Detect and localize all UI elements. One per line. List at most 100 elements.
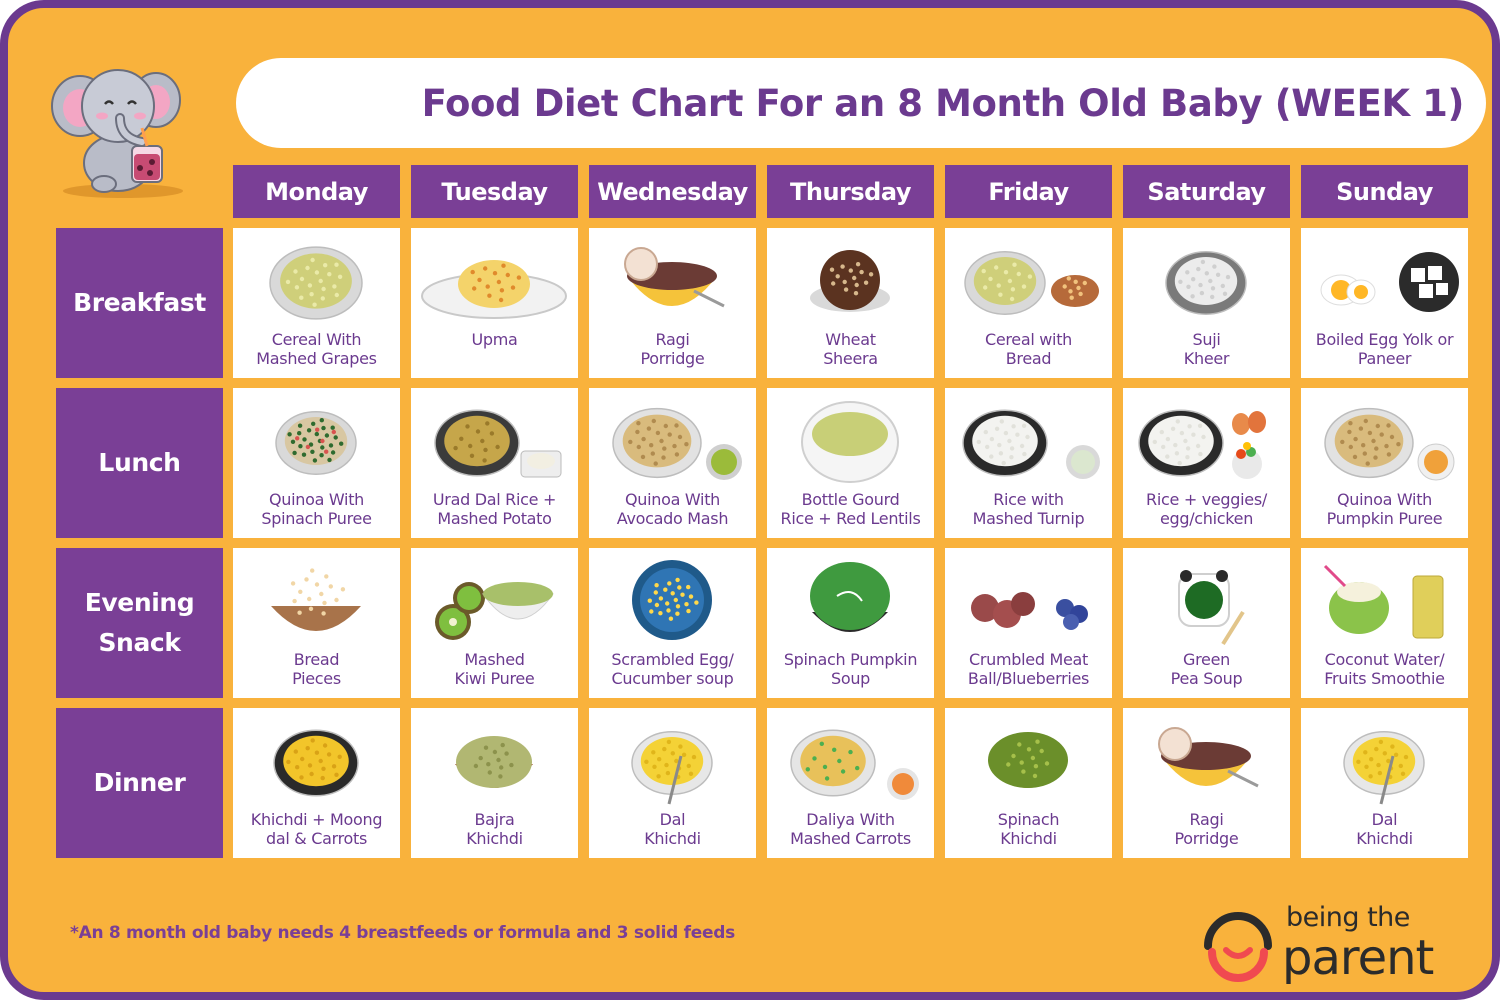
day-header-tuesday: Tuesday xyxy=(411,165,578,218)
meal-item-label: Khichdi + Moong dal & Carrots xyxy=(250,810,383,848)
meal-cell: Ragi Porridge xyxy=(1123,708,1290,858)
meal-item-label: Scrambled Egg/ Cucumber soup xyxy=(611,650,734,688)
meal-item-label: Coconut Water/ Fruits Smoothie xyxy=(1324,650,1445,688)
dal-khichdi-icon xyxy=(631,731,713,805)
footnote: *An 8 month old baby needs 4 breastfeeds… xyxy=(70,923,735,943)
meal-header-evening-snack: Evening Snack xyxy=(56,548,223,698)
day-header-thursday: Thursday xyxy=(767,165,934,218)
meal-cell: Quinoa With Avocado Mash xyxy=(589,388,756,538)
day-header-monday: Monday xyxy=(233,165,400,218)
day-header-wednesday: Wednesday xyxy=(589,165,756,218)
upma-plate-icon xyxy=(421,260,567,319)
egg-paneer-icon xyxy=(1320,252,1459,312)
meal-item-label: Spinach Pumpkin Soup xyxy=(783,650,918,688)
meal-header-lunch: Lunch xyxy=(56,388,223,538)
spinach-soup-icon xyxy=(810,562,890,632)
meal-item-label: Daliya With Mashed Carrots xyxy=(790,810,911,848)
meal-cell: Wheat Sheera xyxy=(767,228,934,378)
meal-item-label: Wheat Sheera xyxy=(823,330,878,368)
brand-logo: being the parent xyxy=(1198,900,1488,992)
meal-cell: Suji Kheer xyxy=(1123,228,1290,378)
meal-item-label: Mashed Kiwi Puree xyxy=(454,650,535,688)
brand-line1: being the xyxy=(1286,902,1410,933)
meal-cell: Mashed Kiwi Puree xyxy=(411,548,578,698)
suji-kheer-icon xyxy=(1165,251,1247,315)
meal-item-label: Bottle Gourd Rice + Red Lentils xyxy=(780,490,921,528)
meal-item-label: Quinoa With Pumpkin Puree xyxy=(1326,490,1443,528)
meal-cell: Dal Khichdi xyxy=(589,708,756,858)
day-header-friday: Friday xyxy=(945,165,1112,218)
wheat-sheera-icon xyxy=(810,250,890,312)
meal-cell: Bajra Khichdi xyxy=(411,708,578,858)
meal-item-label: Rice + veggies/ egg/chicken xyxy=(1146,490,1267,528)
meal-cell: Bottle Gourd Rice + Red Lentils xyxy=(767,388,934,538)
meal-item-label: Bread Pieces xyxy=(292,650,341,688)
brand-line2: parent xyxy=(1282,930,1434,986)
meal-item-label: Crumbled Meat Ball/Blueberries xyxy=(967,650,1090,688)
ragi-porridge-icon xyxy=(624,247,725,308)
cereal-bread-icon xyxy=(964,251,1099,315)
meal-cell: Coconut Water/ Fruits Smoothie xyxy=(1301,548,1468,698)
meal-item-label: Suji Kheer xyxy=(1183,330,1230,368)
meal-header-breakfast: Breakfast xyxy=(56,228,223,378)
quinoa-spinach-icon xyxy=(275,411,357,475)
spinach-khichdi-icon xyxy=(988,732,1068,788)
day-header-saturday: Saturday xyxy=(1123,165,1290,218)
daliya-carrot-icon xyxy=(790,729,919,800)
meal-cell: Daliya With Mashed Carrots xyxy=(767,708,934,858)
meal-cell: Crumbled Meat Ball/Blueberries xyxy=(945,548,1112,698)
khichdi-moong-icon xyxy=(273,729,359,797)
meal-item-label: Dal Khichdi xyxy=(1356,810,1413,848)
elephant-mascot-icon xyxy=(51,69,183,198)
meal-cell: Rice + veggies/ egg/chicken xyxy=(1123,388,1290,538)
meal-cell: Khichdi + Moong dal & Carrots xyxy=(233,708,400,858)
bajra-khichdi-icon xyxy=(455,736,533,788)
meal-cell: Boiled Egg Yolk or Paneer xyxy=(1301,228,1468,378)
quinoa-avocado-icon xyxy=(612,407,742,480)
kiwi-puree-icon xyxy=(435,582,554,640)
quinoa-pumpkin-icon xyxy=(1324,407,1455,481)
meal-cell: Spinach Pumpkin Soup xyxy=(767,548,934,698)
meal-cell: Cereal with Bread xyxy=(945,228,1112,378)
cereal-bowl-icon xyxy=(269,246,363,320)
meal-cell: Dal Khichdi xyxy=(1301,708,1468,858)
meal-cell: Ragi Porridge xyxy=(589,228,756,378)
scrambled-egg-icon xyxy=(632,560,712,640)
meal-item-label: Green Pea Soup xyxy=(1170,650,1243,688)
meal-item-label: Upma xyxy=(471,330,518,349)
meal-header-dinner: Dinner xyxy=(56,708,223,858)
meal-cell: Upma xyxy=(411,228,578,378)
meal-cell: Green Pea Soup xyxy=(1123,548,1290,698)
meal-cell: Scrambled Egg/ Cucumber soup xyxy=(589,548,756,698)
meal-item-label: Spinach Khichdi xyxy=(997,810,1060,848)
meatball-blueberry-icon xyxy=(971,592,1088,630)
meal-cell: Quinoa With Spinach Puree xyxy=(233,388,400,538)
meal-item-label: Ragi Porridge xyxy=(1174,810,1239,848)
meal-cell: Rice with Mashed Turnip xyxy=(945,388,1112,538)
meal-cell: Spinach Khichdi xyxy=(945,708,1112,858)
meal-item-label: Urad Dal Rice + Mashed Potato xyxy=(432,490,557,528)
rice-turnip-icon xyxy=(962,409,1100,479)
meal-item-label: Rice with Mashed Turnip xyxy=(972,490,1085,528)
meal-cell: Urad Dal Rice + Mashed Potato xyxy=(411,388,578,538)
rice-veggies-icon xyxy=(1138,409,1266,479)
meal-item-label: Quinoa With Spinach Puree xyxy=(261,490,372,528)
meal-cell: Quinoa With Pumpkin Puree xyxy=(1301,388,1468,538)
coconut-smoothie-icon xyxy=(1323,564,1444,639)
dal-khichdi-icon xyxy=(1343,731,1425,805)
meal-cell: Cereal With Mashed Grapes xyxy=(233,228,400,378)
meal-cell: Bread Pieces xyxy=(233,548,400,698)
meal-item-label: Cereal with Bread xyxy=(984,330,1073,368)
bottle-gourd-rice-icon xyxy=(801,401,899,483)
urad-dal-rice-icon xyxy=(434,409,562,478)
bread-pieces-icon xyxy=(271,568,361,631)
smile-logo-icon xyxy=(1204,912,1272,982)
meal-item-label: Boiled Egg Yolk or Paneer xyxy=(1315,330,1454,368)
meal-item-label: Ragi Porridge xyxy=(640,330,705,368)
meal-item-label: Quinoa With Avocado Mash xyxy=(616,490,729,528)
ragi-porridge-icon xyxy=(1158,727,1259,788)
meal-item-label: Bajra Khichdi xyxy=(466,810,523,848)
page-title: Food Diet Chart For an 8 Month Old Baby … xyxy=(421,81,1465,125)
meal-item-label: Cereal With Mashed Grapes xyxy=(256,330,377,368)
